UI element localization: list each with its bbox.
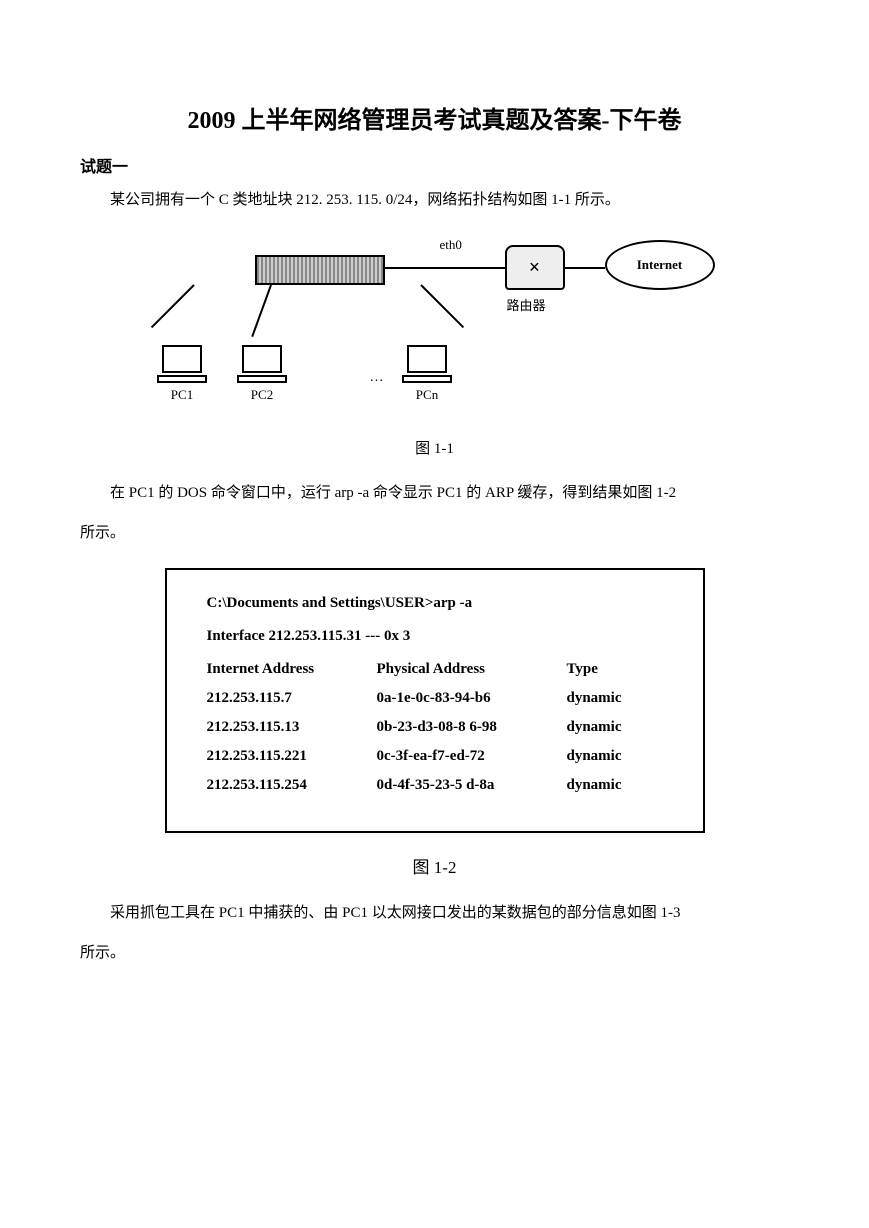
arp-type: dynamic (567, 690, 657, 707)
figure-2-container: C:\Documents and Settings\USER>arp -a In… (80, 568, 789, 878)
paragraph-3-cont: 所示。 (80, 938, 789, 968)
pc2: PC2 (235, 345, 290, 403)
arp-ip: 212.253.115.221 (207, 748, 377, 765)
arp-data-row: 212.253.115.7 0a-1e-0c-83-94-b6 dynamic (207, 690, 663, 707)
pc1: PC1 (155, 345, 210, 403)
arp-mac: 0c-3f-ea-f7-ed-72 (377, 748, 567, 765)
arp-header-ip: Internet Address (207, 661, 377, 678)
internet-cloud: Internet (605, 240, 715, 290)
switch-icon (255, 255, 385, 285)
page-title: 2009 上半年网络管理员考试真题及答案-下午卷 (80, 100, 789, 135)
paragraph-3: 采用抓包工具在 PC1 中捕获的、由 PC1 以太网接口发出的某数据包的部分信息… (80, 898, 789, 928)
arp-data-row: 212.253.115.13 0b-23-d3-08-8 6-98 dynami… (207, 719, 663, 736)
arp-type: dynamic (567, 748, 657, 765)
arp-ip: 212.253.115.13 (207, 719, 377, 736)
section-label: 试题一 (80, 153, 789, 177)
line-switch-router (385, 267, 505, 269)
line-router-cloud (565, 267, 605, 269)
arp-data-row: 212.253.115.221 0c-3f-ea-f7-ed-72 dynami… (207, 748, 663, 765)
arp-header-mac: Physical Address (377, 661, 567, 678)
arp-ip: 212.253.115.7 (207, 690, 377, 707)
paragraph-1: 某公司拥有一个 C 类地址块 212. 253. 115. 0/24，网络拓扑结… (80, 185, 789, 215)
pcn: PCn (400, 345, 455, 403)
figure-2-caption: 图 1-2 (80, 853, 789, 878)
arp-output-box: C:\Documents and Settings\USER>arp -a In… (165, 568, 705, 833)
paragraph-2-cont: 所示。 (80, 518, 789, 548)
line-pc1 (150, 284, 194, 328)
arp-mac: 0a-1e-0c-83-94-b6 (377, 690, 567, 707)
line-pcn (420, 284, 464, 328)
pc-dots: … (370, 370, 384, 386)
figure-1-caption: 图 1-1 (80, 437, 789, 458)
arp-header-type: Type (567, 661, 657, 678)
figure-1-container: Internet eth0 路由器 PC1 PC2 … PCn 图 1-1 (80, 235, 789, 458)
arp-data-row: 212.253.115.254 0d-4f-35-23-5 d-8a dynam… (207, 777, 663, 794)
network-diagram: Internet eth0 路由器 PC1 PC2 … PCn (145, 235, 725, 425)
arp-mac: 0b-23-d3-08-8 6-98 (377, 719, 567, 736)
arp-type: dynamic (567, 719, 657, 736)
eth0-label: eth0 (440, 237, 462, 253)
arp-header-row: Internet Address Physical Address Type (207, 661, 663, 678)
arp-command: C:\Documents and Settings\USER>arp -a (207, 595, 663, 612)
line-pc2 (251, 285, 272, 337)
router-icon (505, 245, 565, 290)
arp-table: Internet Address Physical Address Type 2… (207, 661, 663, 794)
paragraph-2: 在 PC1 的 DOS 命令窗口中，运行 arp -a 命令显示 PC1 的 A… (80, 478, 789, 508)
arp-interface: Interface 212.253.115.31 --- 0x 3 (207, 628, 663, 645)
arp-ip: 212.253.115.254 (207, 777, 377, 794)
router-label: 路由器 (507, 295, 546, 314)
arp-type: dynamic (567, 777, 657, 794)
arp-mac: 0d-4f-35-23-5 d-8a (377, 777, 567, 794)
